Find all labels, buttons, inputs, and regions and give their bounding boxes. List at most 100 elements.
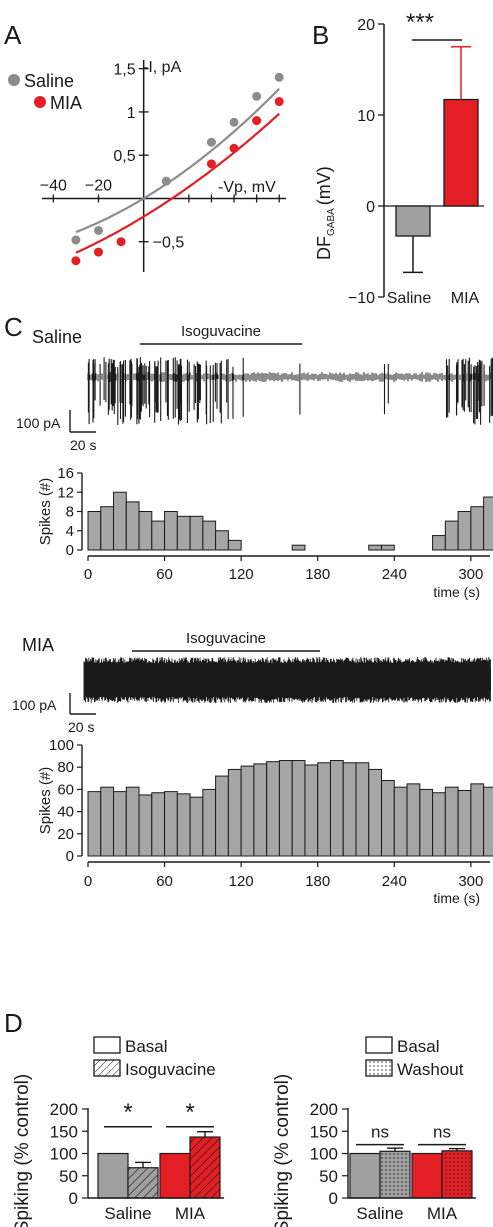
spikes-saline xyxy=(87,357,493,425)
y-tick-label-b: 0 xyxy=(366,199,375,216)
y-tick-label-a: 0,5 xyxy=(113,148,135,165)
histogram-bar xyxy=(291,544,306,551)
drug-label-mia: Isoguvacine xyxy=(186,630,266,647)
x-tick-label-hist: 60 xyxy=(156,566,173,583)
bar-mia-isoguvacine xyxy=(189,1136,221,1199)
histogram-bar xyxy=(304,764,319,857)
y-tick-label-hist: 60 xyxy=(57,781,74,798)
y-axis-title-b: DFGABA (mV) xyxy=(314,166,337,260)
histogram-bar xyxy=(253,763,268,857)
current-trace-mia xyxy=(83,657,491,703)
histogram-bar xyxy=(164,511,178,551)
iv-fit-curves xyxy=(75,87,280,254)
data-point-mia xyxy=(229,143,239,153)
panel-c-saline: Saline Isoguvacine 100 pA 20 s 0 4 8 12 16 0 6… xyxy=(16,323,493,600)
bar-mia-washout xyxy=(441,1150,473,1199)
histogram-bar xyxy=(432,535,446,551)
histogram-bar xyxy=(151,792,166,857)
histogram-bar xyxy=(240,765,255,857)
y-tick-label-hist: 80 xyxy=(57,759,74,776)
legend-washout-swatch xyxy=(365,1059,393,1077)
x-axis-title-a: -Vp, mV xyxy=(218,179,276,196)
histogram-bar xyxy=(393,786,408,857)
significance-d: * xyxy=(185,1099,194,1126)
panel-d-right: 0 50 100 150 200 Spiking (% control) Saline MIA… xyxy=(272,1036,476,1227)
y-tick-label-hist: 4 xyxy=(66,523,74,540)
histogram-bar xyxy=(164,791,178,857)
x-tick-label-hist: 60 xyxy=(156,873,173,890)
histogram-bar xyxy=(470,506,485,551)
histogram-bar xyxy=(113,491,127,551)
iv-legend: Saline MIA xyxy=(8,71,82,113)
data-point-mia xyxy=(116,237,126,247)
histogram-bar xyxy=(432,792,446,857)
y-tick-label-d: 200 xyxy=(310,1100,338,1119)
panel-b-bar-chart: −10 0 10 20 Saline MIA *** DFGABA (mV) xyxy=(314,9,484,307)
y-axis-title-d: Spiking (% control) xyxy=(12,1074,33,1227)
histogram-bar xyxy=(100,786,115,857)
histogram-bar xyxy=(406,783,421,857)
bar-mia-basal xyxy=(411,1152,443,1199)
histogram-bar xyxy=(125,501,140,551)
x-axis-title-hist: time (s) xyxy=(433,584,480,600)
histogram-bar xyxy=(381,780,395,857)
x-tick-label-hist: 180 xyxy=(305,873,330,890)
histogram-bar xyxy=(368,544,383,551)
y-axis-title-hist: Spikes (#) xyxy=(37,767,54,835)
x-tick-label-hist: 0 xyxy=(84,566,92,583)
bar-mia-basal xyxy=(159,1152,191,1199)
x-tick-label-hist: 180 xyxy=(305,566,330,583)
category-label-d: Saline xyxy=(104,1204,151,1223)
histogram-bar xyxy=(113,791,127,857)
legend-saline-label: Saline xyxy=(24,71,74,91)
data-point-mia xyxy=(71,256,81,266)
histogram-bar xyxy=(138,794,153,857)
category-label-d: MIA xyxy=(427,1204,458,1223)
scale-current-mia: 100 pA xyxy=(12,697,57,713)
histogram-bar xyxy=(457,511,472,551)
histogram-bar xyxy=(266,761,280,857)
y-tick-label-hist: 20 xyxy=(57,826,74,843)
histogram-bar xyxy=(227,539,242,551)
histogram-bar xyxy=(278,760,293,857)
legend-mia-label: MIA xyxy=(50,93,82,113)
y-axis-title-d: Spiking (% control) xyxy=(272,1074,293,1227)
y-tick-label-hist: 12 xyxy=(57,484,74,501)
y-axis-title-b-main: DF xyxy=(314,236,334,260)
trace-label-mia: MIA xyxy=(22,635,54,655)
y-tick-label-hist: 0 xyxy=(66,542,74,559)
category-label-d: Saline xyxy=(356,1204,403,1223)
legend-basal-right: Basal xyxy=(397,1037,440,1056)
spiking-washout-chart: 0 50 100 150 200 Spiking (% control) Saline MIA… xyxy=(272,1074,476,1227)
histogram-bar xyxy=(381,544,395,551)
histogram-bar xyxy=(483,786,493,857)
histogram-bar xyxy=(138,511,153,551)
x-tick-label-hist: 120 xyxy=(229,566,254,583)
y-tick-label-d: 50 xyxy=(319,1167,338,1186)
histogram-bar xyxy=(125,786,140,857)
histogram-bar xyxy=(176,515,191,551)
fit-curve-saline xyxy=(75,87,280,234)
y-tick-label-a: 1 xyxy=(127,105,136,122)
category-label-d: MIA xyxy=(175,1204,206,1223)
fit-curve-mia xyxy=(75,112,280,254)
data-point-saline xyxy=(274,72,284,82)
df-bars: Saline MIA xyxy=(387,39,480,307)
data-point-mia xyxy=(274,97,284,107)
bar-mia xyxy=(443,98,479,207)
histogram-bar xyxy=(342,762,357,857)
data-point-mia xyxy=(252,116,262,126)
panel-c-mia: MIA Isoguvacine 100 pA 20 s 0 20 40 60 80 100… xyxy=(12,630,493,906)
histogram-bar xyxy=(291,760,306,857)
trace-label-saline: Saline xyxy=(32,327,82,347)
significance-d: ns xyxy=(371,1123,389,1142)
legend-mia-marker xyxy=(34,96,46,108)
y-tick-label-d: 100 xyxy=(50,1145,78,1164)
panel-a-iv-plot: −40 −20 1,5 1 0,5 −0,5 Saline MIA -I, pA -Vp,… xyxy=(8,59,286,272)
significance-d: ns xyxy=(433,1123,451,1142)
data-point-saline xyxy=(71,235,81,245)
y-tick-label-d: 0 xyxy=(329,1189,338,1208)
histogram-bar xyxy=(100,506,115,551)
y-tick-label-hist: 0 xyxy=(66,848,74,865)
